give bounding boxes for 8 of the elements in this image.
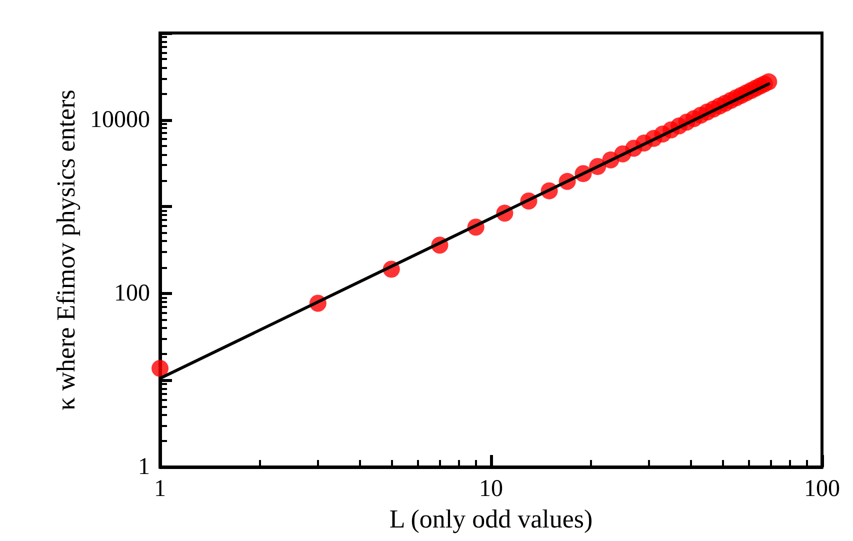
x-axis-title: L (only odd values) — [389, 504, 593, 534]
y-axis-title: κ where Efimov physics enters — [52, 90, 81, 410]
y-tick-label: 1 — [138, 454, 150, 480]
x-tick-label: 100 — [804, 476, 840, 502]
x-tick-label: 1 — [154, 476, 166, 502]
y-tick-label: 10000 — [90, 106, 150, 133]
x-tick-label: 10 — [479, 476, 503, 502]
y-tick-label: 100 — [114, 280, 150, 306]
